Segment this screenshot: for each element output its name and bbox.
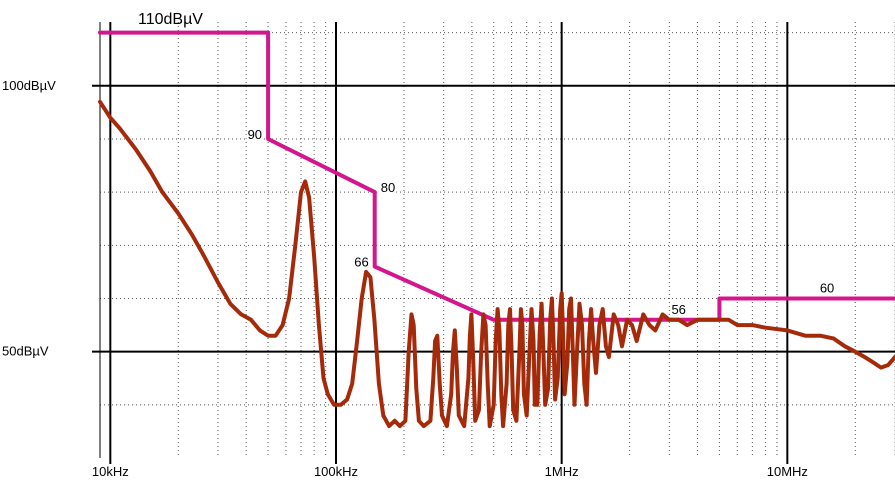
- x-tick-label: 10MHz: [767, 464, 808, 479]
- limit-label: 66: [354, 255, 368, 270]
- limit-label-bg: [353, 254, 370, 270]
- series-layer: [98, 30, 895, 429]
- y-tick-label: 100dBµV: [2, 78, 56, 93]
- measurement-line: [98, 99, 895, 429]
- limit-line: [98, 30, 895, 322]
- top-label: 110dBµV: [138, 11, 203, 28]
- minor-grid: [99, 22, 895, 458]
- limit-label: 80: [381, 180, 395, 195]
- limit-label-bg: [246, 126, 264, 142]
- limit-label-bg: [379, 180, 397, 196]
- x-tick-label: 1MHz: [545, 464, 579, 479]
- limit-label: 60: [820, 280, 834, 295]
- x-tick-label: 100kHz: [314, 464, 358, 479]
- major-grid: [92, 22, 895, 464]
- limit-label-bg: [670, 301, 687, 317]
- y-tick-label: 50dBµV: [2, 344, 49, 359]
- x-tick-label: 10kHz: [92, 464, 129, 479]
- limit-label: 90: [248, 127, 262, 142]
- labels-layer: 10kHz 100kHz 1MHz 10MHz 100dBµV 50dBµV 90 80 66 5…: [2, 78, 836, 479]
- limit-label: 56: [671, 302, 685, 317]
- limit-label-bg: [818, 280, 836, 296]
